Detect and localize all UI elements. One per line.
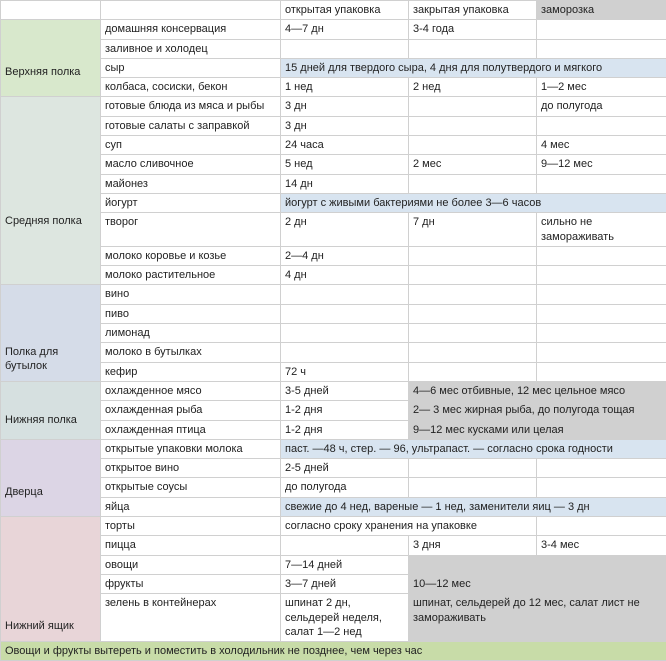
section-drawer: Нижний ящик <box>1 517 101 642</box>
header-row: открытая упаковка закрытая упаковка замо… <box>1 1 666 20</box>
section-upper: Верхняя полка <box>1 20 101 97</box>
section-door: Дверца <box>1 439 101 516</box>
section-middle: Средняя полка <box>1 97 101 285</box>
header-frozen: заморозка <box>537 1 666 20</box>
header-closed: закрытая упаковка <box>409 1 537 20</box>
item: домашняя консервация <box>101 20 281 39</box>
eggs-note: свежие до 4 нед, вареные — 1 нед, замени… <box>281 497 666 516</box>
section-bottle: Полка для бутылок <box>1 285 101 381</box>
yogurt-note: йогурт с живыми бактериями не более 3—6 … <box>281 193 666 212</box>
footer-text: Овощи и фрукты вытереть и поместить в хо… <box>1 642 666 661</box>
section-lower: Нижняя полка <box>1 381 101 439</box>
header-open: открытая упаковка <box>281 1 409 20</box>
storage-table: открытая упаковка закрытая упаковка замо… <box>0 0 666 661</box>
cheese-note: 15 дней для твердого сыра, 4 дня для пол… <box>281 58 666 77</box>
footer-row: Овощи и фрукты вытереть и поместить в хо… <box>1 642 666 661</box>
milk-note: паст. —48 ч, стер. — 96, ультрапаст. — с… <box>281 439 666 458</box>
